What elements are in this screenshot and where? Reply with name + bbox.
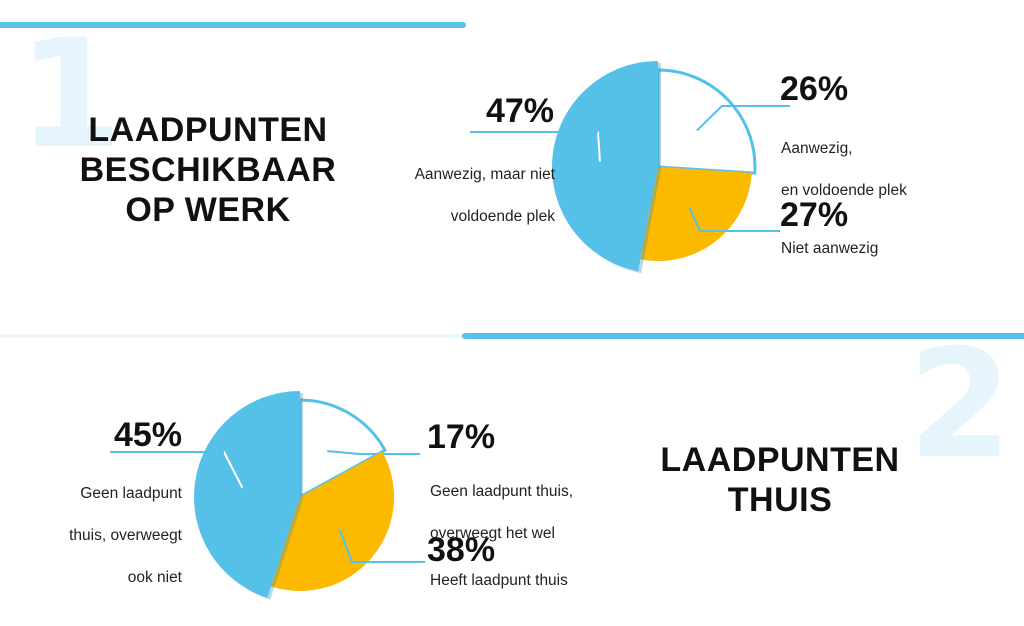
pie-werk-value-label-niet-aanwezig: 27% xyxy=(780,196,849,234)
pie-werk-value-label-niet-voldoende: 47% xyxy=(485,92,554,130)
pie-thuis-category-label-overweegt-niet-line-3: ook niet xyxy=(127,569,182,586)
pie-thuis-category-label-overweegt-wel: Geen laadpunt thuis, overweegt het wel xyxy=(430,460,573,565)
pie-werk-value-label-aanwezig-voldoende: 26% xyxy=(780,70,849,108)
pie-werk-category-label-aanwezig-voldoende-line-2: en voldoende plek xyxy=(781,182,907,199)
section-2-title: LAADPUNTEN THUIS xyxy=(640,440,920,520)
pie-thuis-leader-line-overweegt-wel xyxy=(327,450,420,455)
section-1-title-line-1: LAADPUNTEN xyxy=(88,111,328,149)
section-1-title: LAADPUNTEN BESCHIKBAAR OP WERK xyxy=(58,110,358,230)
section-1-title-line-2: BESCHIKBAAR xyxy=(79,151,337,189)
section-2-number: 2 xyxy=(908,318,1013,492)
pie-thuis-leader-line-heeft-laadpunt xyxy=(338,529,425,563)
pie-thuis-category-label-overweegt-niet: Geen laadpunt thuis, overweegt ook niet xyxy=(20,462,182,609)
pie-thuis-slice-overweegt-niet xyxy=(193,391,300,598)
pie-thuis-slice-overweegt-wel xyxy=(298,398,388,500)
section-1-number: 1 xyxy=(18,8,123,182)
pie-thuis-category-label-overweegt-niet-line-1: Geen laadpunt xyxy=(80,485,182,502)
top-divider-line xyxy=(0,22,466,28)
pie-werk-category-label-niet-voldoende: Aanwezig, maar niet voldoende plek xyxy=(330,143,555,248)
pie-thuis-category-label-overweegt-wel-line-2: overweegt het wel xyxy=(430,525,555,542)
middle-divider-line xyxy=(462,333,1024,339)
pie-thuis-category-label-overweegt-wel-line-1: Geen laadpunt thuis, xyxy=(430,483,574,500)
section-1-title-line-3: OP WERK xyxy=(125,191,291,229)
section-2-title-line-1: LAADPUNTEN xyxy=(660,441,900,479)
pie-thuis-value-label-heeft-laadpunt: 38% xyxy=(427,531,496,569)
pie-werk-category-label-niet-voldoende-line-1: Aanwezig, maar niet xyxy=(414,166,555,183)
pie-thuis-category-label-heeft-laadpunt: Heeft laadpunt thuis xyxy=(430,572,568,589)
pie-werk-leader-line-niet-aanwezig xyxy=(688,207,780,232)
pie-werk-leader-line-aanwezig-voldoende xyxy=(696,105,790,132)
pie-werk-category-label-niet-aanwezig: Niet aanwezig xyxy=(781,240,879,257)
pie-thuis-value-label-overweegt-wel: 17% xyxy=(427,418,496,456)
pie-werk-slice-niet-voldoende xyxy=(551,61,658,272)
pie-werk-category-label-niet-voldoende-line-2: voldoende plek xyxy=(450,208,555,225)
middle-divider-line-faint xyxy=(0,334,470,338)
pie-thuis-category-label-overweegt-niet-line-2: thuis, overweegt xyxy=(69,527,182,544)
pie-werk-slice-niet-aanwezig xyxy=(640,167,752,261)
pie-thuis-slice-heeft-laadpunt xyxy=(270,451,394,591)
pie-werk-category-label-aanwezig-voldoende: Aanwezig, en voldoende plek xyxy=(781,117,907,222)
pie-werk-category-label-aanwezig-voldoende-line-1: Aanwezig, xyxy=(781,140,853,157)
section-2-title-line-2: THUIS xyxy=(727,481,833,519)
pie-thuis-value-label-overweegt-niet: 45% xyxy=(113,416,182,454)
